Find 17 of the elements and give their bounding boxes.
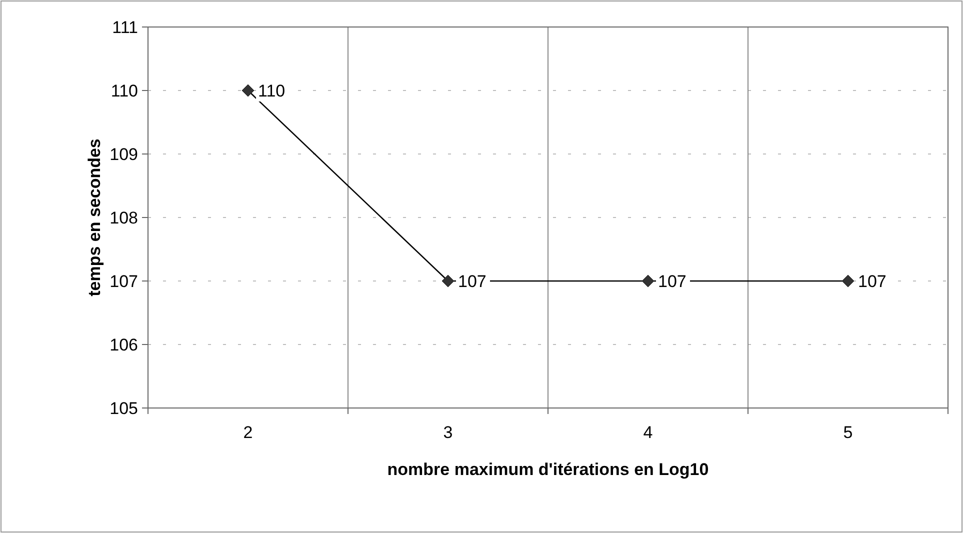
y-tick-label: 108	[110, 208, 138, 228]
y-tick-label: 109	[110, 144, 138, 164]
x-tick-label: 3	[443, 423, 453, 442]
y-tick-label: 110	[110, 81, 138, 100]
x-tick-label: 4	[643, 423, 653, 442]
y-axis-title: temps en secondes	[85, 138, 104, 296]
y-tick-label: 106	[110, 335, 138, 354]
x-axis-title: nombre maximum d'itérations en Log10	[387, 460, 709, 479]
y-tick-label: 105	[110, 398, 138, 418]
data-label: 107	[458, 272, 486, 291]
data-label: 107	[658, 272, 686, 291]
data-label: 110	[258, 81, 286, 100]
data-label: 107	[858, 272, 886, 291]
x-tick-label: 2	[243, 423, 253, 442]
y-tick-label: 107	[110, 272, 138, 291]
y-tick-label: 111	[112, 18, 138, 37]
x-tick-label: 5	[843, 423, 853, 442]
